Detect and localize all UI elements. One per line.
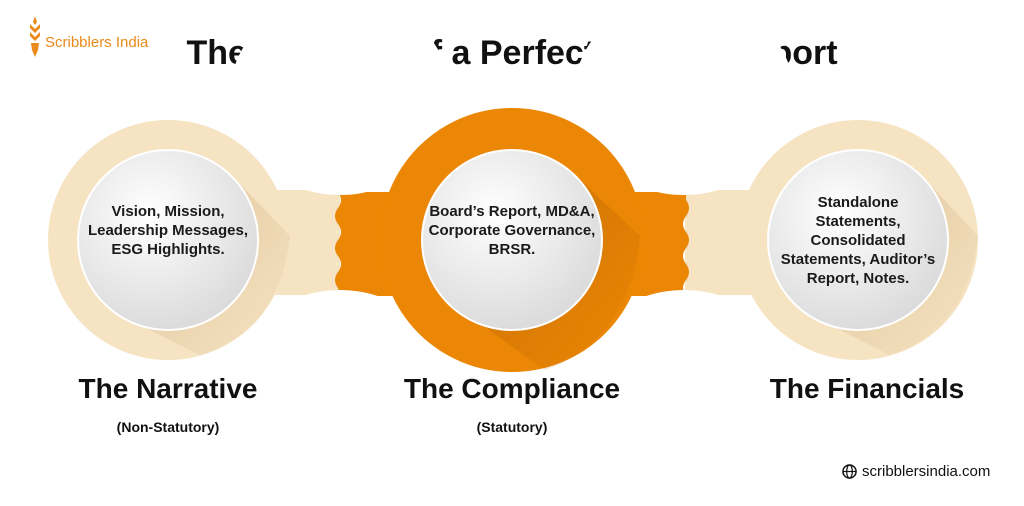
narrative-content: Vision, Mission, Leadership Messages, ES…	[87, 202, 249, 258]
inner-circle-financials	[767, 149, 949, 331]
compliance-subheading: (Statutory)	[476, 419, 548, 435]
compliance-content: Board’s Report, MD&A, Corporate Governan…	[428, 202, 596, 258]
website-link[interactable]: scribblersindia.com	[862, 463, 991, 480]
pen-wheat-icon	[30, 16, 40, 57]
brand-name: Scribblers India	[45, 33, 149, 51]
compliance-heading: The Compliance	[403, 373, 621, 404]
inner-circle-narrative	[77, 149, 259, 331]
narrative-heading: The Narrative	[78, 373, 258, 404]
website-footer: scribblersindia.com	[842, 463, 990, 480]
narrative-subheading: (Non-Statutory)	[116, 419, 220, 435]
globe-icon	[842, 464, 857, 479]
brand-logo: Scribblers India	[28, 16, 148, 58]
financials-content: Standalone Statements, Consolidated Stat…	[780, 193, 936, 287]
inner-circle-compliance	[421, 149, 603, 331]
financials-heading: The Financials	[769, 373, 965, 404]
